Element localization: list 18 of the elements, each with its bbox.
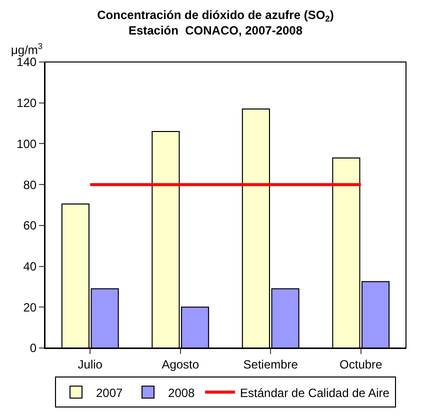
y-tick-label: 0 <box>30 341 37 356</box>
y-tick-label: 20 <box>23 300 37 314</box>
y-tick-label: 60 <box>23 218 37 233</box>
legend-label: 2007 <box>96 386 124 400</box>
y-tick-label: 100 <box>16 136 37 151</box>
legend-label: 2008 <box>168 386 196 400</box>
legend-label: Estándar de Calidad de Aire <box>240 386 390 400</box>
x-tick-label: Julio <box>78 357 103 372</box>
x-tick-label: Octubre <box>340 357 383 372</box>
y-axis-title: μg/m$^{3}$ <box>11 41 43 58</box>
chart-title: Concentración de dióxido de azufre (SO$_{2}$) <box>97 8 334 24</box>
y-tick-label: 40 <box>23 259 37 274</box>
chart-subtitle: Estación CONACO, 2007-2008 <box>128 24 303 38</box>
y-tick-label: 80 <box>23 178 37 192</box>
x-tick-label: Agosto <box>162 357 200 372</box>
y-tick-label: 140 <box>16 55 37 70</box>
y-tick-label: 120 <box>16 96 37 110</box>
x-tick-label: Setiembre <box>243 357 298 372</box>
